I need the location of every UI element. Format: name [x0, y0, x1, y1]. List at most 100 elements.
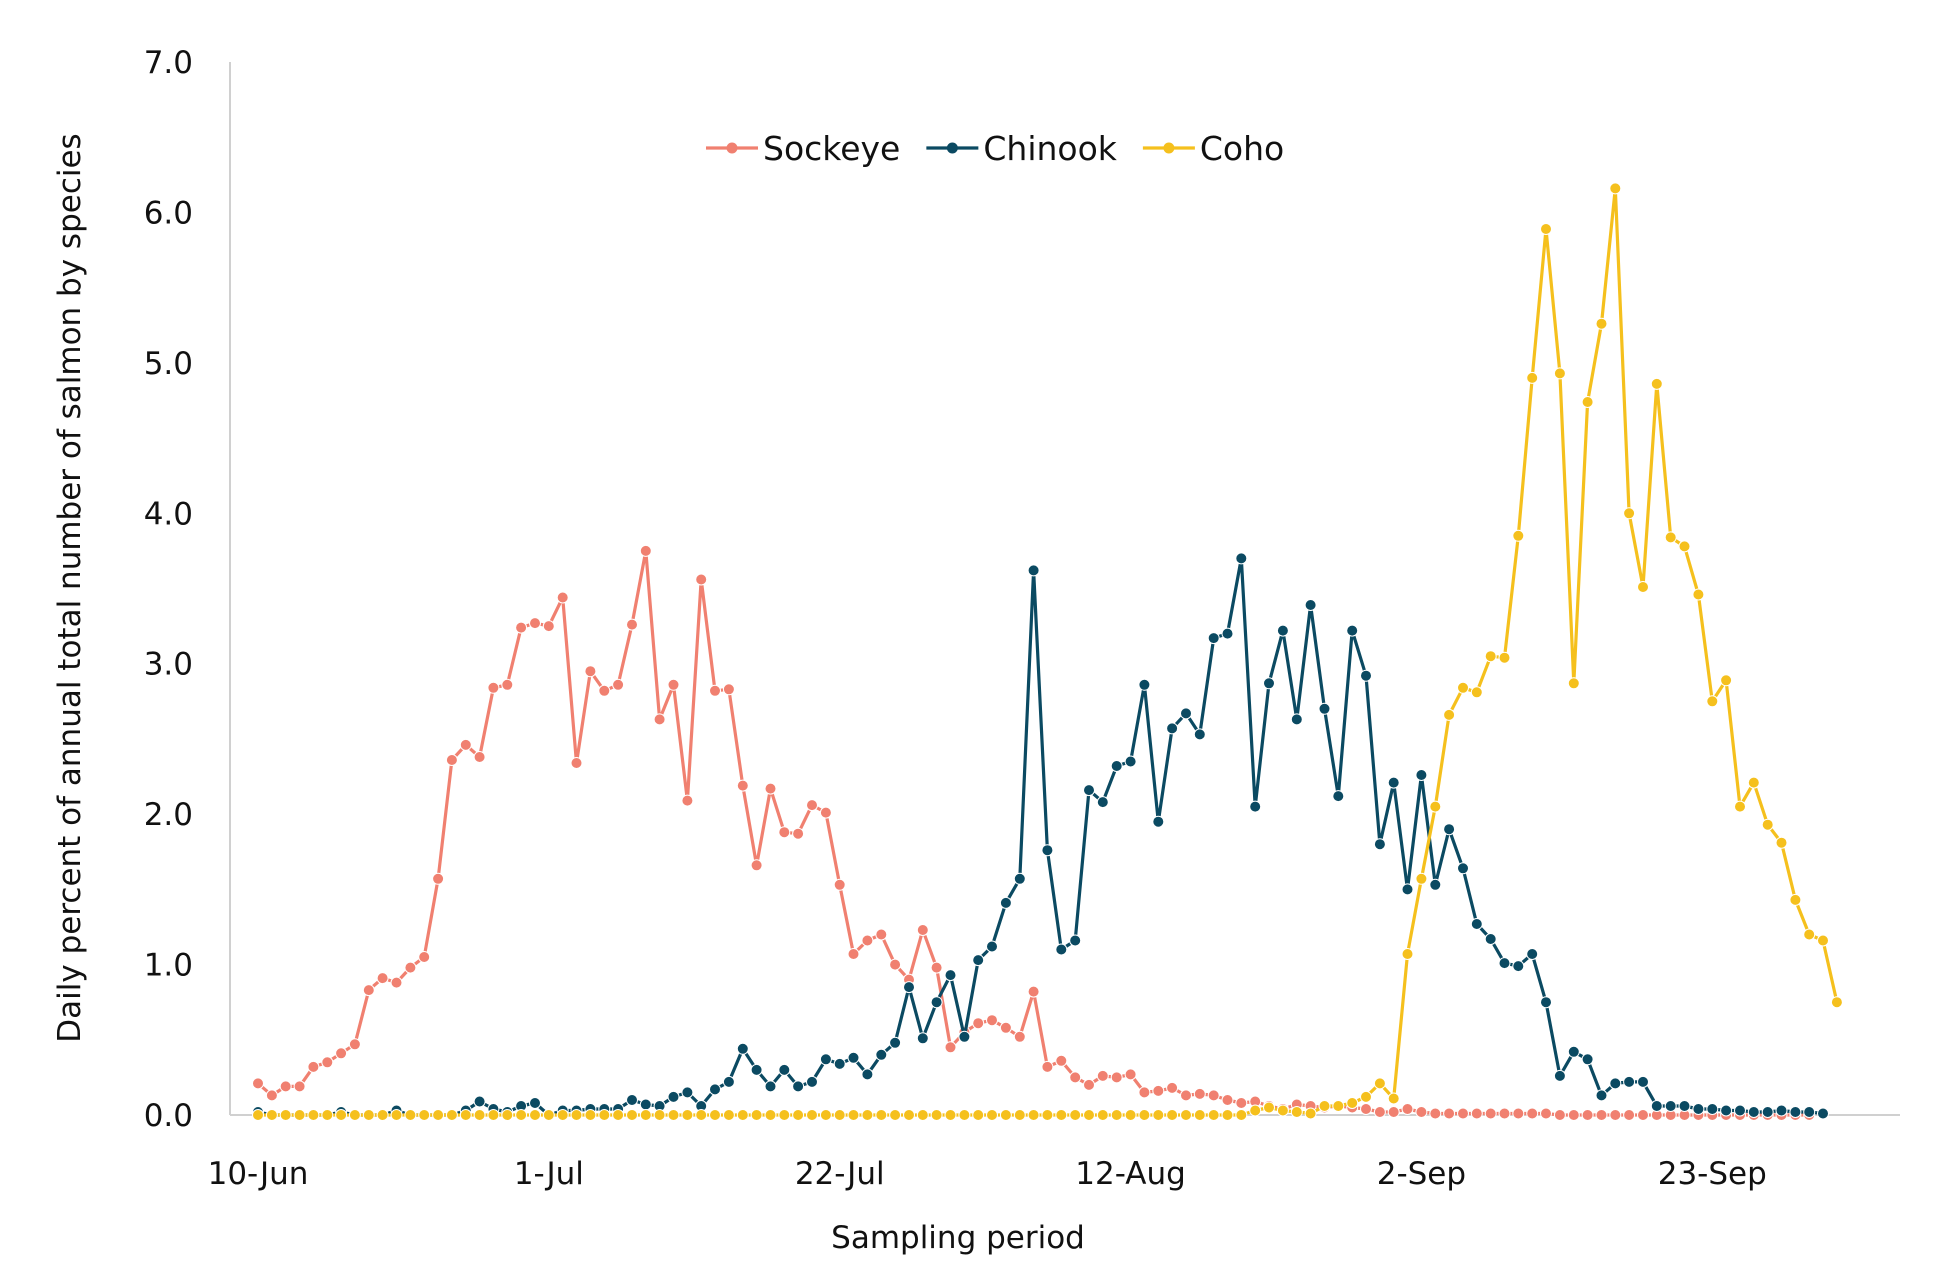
- data-point-coho: [1263, 1101, 1275, 1114]
- data-point-coho: [1346, 1097, 1359, 1109]
- data-point-chinook: [944, 969, 957, 982]
- x-axis-title: Sampling period: [831, 1220, 1085, 1256]
- data-point-coho: [1512, 529, 1525, 542]
- data-point-coho: [556, 1109, 569, 1121]
- data-point-sockeye: [1484, 1107, 1497, 1120]
- data-point-coho: [404, 1109, 417, 1121]
- data-point-sockeye: [501, 678, 514, 691]
- data-point-chinook: [1540, 996, 1552, 1009]
- data-point-coho: [1443, 708, 1456, 721]
- data-point-chinook: [709, 1083, 721, 1096]
- data-point-coho: [1207, 1109, 1220, 1121]
- data-point-chinook: [1207, 632, 1220, 645]
- data-point-sockeye: [833, 878, 846, 891]
- data-point-sockeye: [889, 958, 902, 971]
- data-point-coho: [1526, 371, 1539, 384]
- data-point-coho: [1069, 1109, 1082, 1121]
- data-point-chinook: [529, 1097, 541, 1109]
- data-point-sockeye: [695, 573, 708, 586]
- y-tick-label: 5.0: [144, 346, 193, 382]
- data-point-sockeye: [459, 738, 472, 751]
- data-point-coho: [1401, 948, 1414, 960]
- data-point-coho: [390, 1109, 403, 1121]
- data-point-sockeye: [1387, 1106, 1400, 1118]
- data-point-chinook: [1720, 1104, 1733, 1117]
- data-point-coho: [321, 1109, 334, 1121]
- data-point-coho: [986, 1109, 998, 1121]
- data-point-sockeye: [1235, 1097, 1248, 1109]
- data-point-coho: [1540, 223, 1552, 235]
- data-point-chinook: [750, 1063, 763, 1076]
- data-point-sockeye: [861, 934, 874, 947]
- data-point-coho: [1498, 651, 1511, 664]
- data-point-coho: [1581, 396, 1594, 408]
- data-point-sockeye: [404, 961, 417, 974]
- data-point-coho: [1484, 650, 1497, 663]
- data-point-coho: [1609, 182, 1622, 195]
- x-tick-label: 22-Jul: [795, 1156, 885, 1192]
- data-point-coho: [1083, 1109, 1095, 1121]
- data-point-sockeye: [639, 544, 652, 557]
- data-point-coho: [1304, 1107, 1317, 1120]
- data-point-coho: [459, 1109, 472, 1121]
- data-point-sockeye: [598, 684, 611, 697]
- data-point-coho: [445, 1109, 458, 1121]
- data-point-sockeye: [1069, 1071, 1082, 1084]
- data-point-sockeye: [584, 665, 597, 678]
- data-point-coho: [487, 1109, 500, 1121]
- data-point-coho: [999, 1109, 1012, 1121]
- data-point-sockeye: [944, 1041, 957, 1054]
- data-point-coho: [1360, 1090, 1372, 1103]
- data-point-coho: [1817, 934, 1829, 947]
- data-point-sockeye: [653, 713, 666, 726]
- data-point-chinook: [1332, 790, 1345, 803]
- data-point-chinook: [1027, 564, 1040, 577]
- data-point-sockeye: [986, 1014, 998, 1027]
- data-point-coho: [1387, 1092, 1400, 1105]
- data-point-coho: [1692, 588, 1705, 601]
- data-point-chinook: [1360, 669, 1372, 682]
- data-point-coho: [1166, 1109, 1179, 1121]
- data-point-coho: [722, 1109, 735, 1121]
- data-point-coho: [293, 1109, 306, 1121]
- data-point-coho: [930, 1109, 943, 1121]
- y-tick-label: 0.0: [144, 1098, 193, 1134]
- data-point-coho: [1055, 1109, 1068, 1121]
- data-point-coho: [570, 1109, 583, 1121]
- data-point-sockeye: [1207, 1089, 1220, 1102]
- data-point-chinook: [1152, 815, 1165, 828]
- data-point-coho: [916, 1109, 929, 1121]
- data-point-coho: [348, 1109, 361, 1121]
- data-point-coho: [1830, 996, 1843, 1009]
- data-point-chinook: [847, 1051, 860, 1064]
- data-point-sockeye: [1512, 1107, 1525, 1120]
- y-tick-label: 4.0: [144, 496, 193, 532]
- data-point-coho: [833, 1109, 846, 1121]
- data-point-coho: [1041, 1109, 1054, 1121]
- data-point-sockeye: [1124, 1068, 1137, 1081]
- data-point-chinook: [1276, 624, 1289, 637]
- data-point-sockeye: [1567, 1109, 1580, 1121]
- data-point-chinook: [1526, 948, 1539, 960]
- data-point-sockeye: [1110, 1071, 1123, 1084]
- data-point-sockeye: [1138, 1086, 1151, 1099]
- data-point-chinook: [1457, 862, 1469, 875]
- data-point-chinook: [1775, 1104, 1788, 1117]
- data-point-coho: [764, 1109, 777, 1121]
- data-point-sockeye: [1013, 1030, 1026, 1043]
- data-point-coho: [667, 1109, 680, 1121]
- data-point-coho: [598, 1109, 611, 1121]
- data-point-sockeye: [792, 827, 805, 840]
- data-point-sockeye: [875, 928, 888, 941]
- data-point-chinook: [722, 1075, 735, 1088]
- y-axis-title: Daily percent of annual total number of …: [52, 133, 88, 1042]
- data-point-chinook: [1180, 707, 1192, 720]
- data-point-chinook: [639, 1098, 652, 1111]
- data-point-chinook: [1706, 1103, 1719, 1115]
- data-point-sockeye: [1581, 1109, 1594, 1121]
- data-point-chinook: [1595, 1089, 1608, 1102]
- x-tick-label: 23-Sep: [1658, 1156, 1767, 1192]
- data-point-coho: [847, 1109, 860, 1121]
- data-point-sockeye: [1429, 1107, 1442, 1120]
- data-point-sockeye: [1401, 1103, 1414, 1115]
